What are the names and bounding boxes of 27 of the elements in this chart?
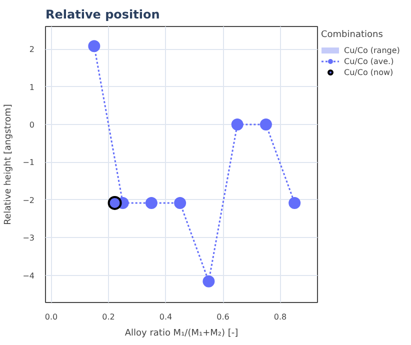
legend-title: Combinations: [321, 30, 384, 40]
point: [174, 196, 186, 209]
x-tick-label: 0.2: [102, 312, 115, 322]
point: [145, 196, 158, 209]
x-tick-label: 0.6: [216, 312, 230, 322]
point: [108, 196, 122, 210]
x-axis-title: Alloy ratio M₁/(M₁+M₂) [-]: [124, 328, 238, 338]
legend-label: Cu/Co (range): [344, 45, 400, 55]
y-tick-label: 1: [29, 82, 35, 92]
y-tick-label: −4: [22, 271, 35, 280]
y-axis-title: Relative height [angstrom]: [4, 104, 14, 225]
point: [260, 118, 272, 131]
y-tick-label: −2: [22, 196, 35, 205]
point: [88, 40, 100, 52]
x-tick-label: 0.4: [159, 312, 172, 322]
point: [202, 275, 215, 288]
legend-label: Cu/Co (ave.): [344, 56, 394, 66]
y-tick-label: −1: [22, 158, 35, 168]
x-tick-label: 0.8: [274, 312, 287, 322]
legend-label: Cu/Co (now): [344, 67, 394, 77]
x-tick-label: 0.0: [44, 312, 58, 322]
point: [231, 118, 244, 131]
y-tick-label: −3: [22, 234, 35, 243]
y-tick-label: 0: [29, 120, 35, 130]
point: [288, 196, 301, 209]
chart-title: Relative position: [46, 8, 160, 22]
y-tick-label: 2: [29, 45, 35, 54]
